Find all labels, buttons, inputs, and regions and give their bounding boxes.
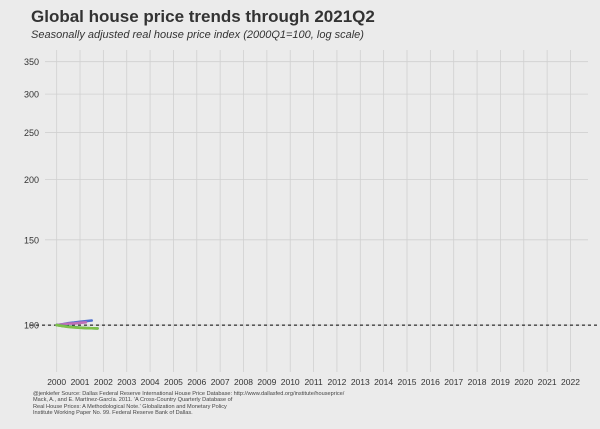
x-tick-label: 2004 bbox=[141, 377, 160, 387]
x-tick-label: 2010 bbox=[281, 377, 300, 387]
x-tick-label: 2015 bbox=[398, 377, 417, 387]
x-tick-label: 2000 bbox=[47, 377, 66, 387]
x-tick-label: 2001 bbox=[71, 377, 90, 387]
series-lines bbox=[55, 319, 99, 330]
y-gridlines bbox=[45, 61, 588, 326]
x-tick-label: 2012 bbox=[327, 377, 346, 387]
x-tick-label: 2018 bbox=[468, 377, 487, 387]
y-tick-label: 250 bbox=[24, 128, 39, 138]
y-tick-label: 350 bbox=[24, 57, 39, 67]
y-tick-labels: 100 150 200 250 300 350 bbox=[24, 57, 39, 330]
caption-line: Institute Working Paper No. 99. Federal … bbox=[33, 410, 193, 417]
y-tick-label: 200 bbox=[24, 175, 39, 185]
x-tick-label: 2016 bbox=[421, 377, 440, 387]
caption-line: Mack, A., and E. Martínez-García. 2011. … bbox=[33, 397, 233, 404]
x-tick-label: 2013 bbox=[351, 377, 370, 387]
y-tick-label: 150 bbox=[24, 235, 39, 245]
x-tick-label: 2002 bbox=[94, 377, 113, 387]
x-tick-label: 2022 bbox=[561, 377, 580, 387]
x-tick-label: 2011 bbox=[304, 377, 323, 387]
x-tick-label: 2007 bbox=[211, 377, 230, 387]
x-tick-label: 2014 bbox=[374, 377, 393, 387]
chart-subtitle: Seasonally adjusted real house price ind… bbox=[31, 29, 364, 41]
y-tick-label: 300 bbox=[24, 90, 39, 100]
x-tick-label: 2003 bbox=[117, 377, 136, 387]
x-tick-label: 2008 bbox=[234, 377, 253, 387]
chart-title: Global house price trends through 2021Q2 bbox=[31, 7, 375, 26]
x-tick-label: 2019 bbox=[491, 377, 510, 387]
x-gridlines bbox=[56, 50, 571, 372]
x-tick-label: 2021 bbox=[538, 377, 557, 387]
source-caption: @jenkiefer Source: Dallas Federal Reserv… bbox=[33, 391, 453, 417]
y-tick-label: 100 bbox=[24, 321, 39, 331]
x-tick-label: 2020 bbox=[514, 377, 533, 387]
series-line bbox=[55, 323, 99, 330]
x-tick-label: 2005 bbox=[164, 377, 183, 387]
x-tick-label: 2006 bbox=[187, 377, 206, 387]
x-tick-label: 2009 bbox=[257, 377, 276, 387]
x-tick-label: 2017 bbox=[444, 377, 463, 387]
caption-line: @jenkiefer Source: Dallas Federal Reserv… bbox=[33, 391, 345, 397]
x-tick-labels: 2000 2001 2002 2003 2004 2005 2006 2007 2008 2009… bbox=[47, 377, 580, 387]
caption-line: Real House Prices: A Methodological Note… bbox=[33, 403, 227, 410]
